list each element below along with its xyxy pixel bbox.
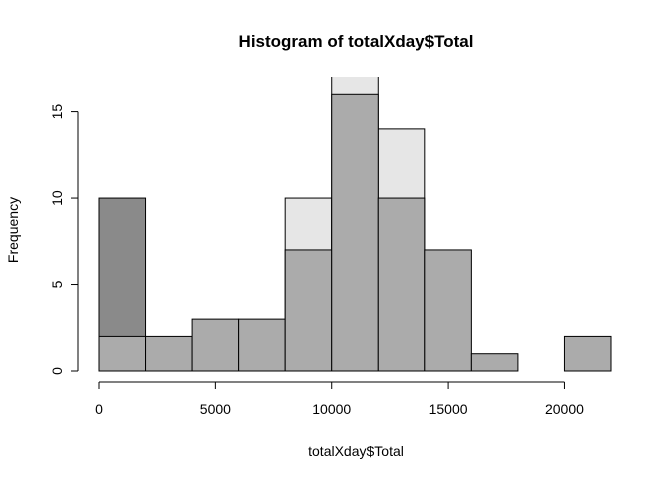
y-tick-label: 5: [49, 280, 65, 288]
histogram-bar: [98, 335, 147, 372]
histogram-bar: [284, 249, 333, 372]
histogram-bar: [424, 249, 472, 372]
y-tick-label: 0: [49, 367, 65, 375]
y-axis-label: Frequency: [5, 197, 21, 263]
x-tick-label: 5000: [200, 401, 231, 417]
histogram-bar: [470, 353, 519, 372]
x-axis-label: totalXday$Total: [308, 443, 404, 459]
x-tick-label: 20000: [545, 401, 584, 417]
histogram-bar: [563, 335, 612, 372]
x-tick-label: 10000: [312, 401, 351, 417]
x-axis: 0 5000 10000 15000 20000: [95, 381, 584, 417]
chart-title: Histogram of totalXday$Total: [239, 32, 474, 51]
x-tick-label: 15000: [429, 401, 468, 417]
histogram-bar: [238, 318, 286, 372]
histogram-bar: [145, 335, 193, 372]
y-tick-label: 10: [49, 190, 65, 206]
y-axis: 0 5 10 15: [49, 104, 79, 375]
histogram-bar: [377, 197, 426, 372]
x-tick-label: 0: [95, 401, 103, 417]
histogram-bar: [191, 318, 240, 372]
bars-layer: [98, 77, 612, 372]
y-tick-label: 15: [49, 104, 65, 120]
histogram-bar: [331, 93, 379, 372]
